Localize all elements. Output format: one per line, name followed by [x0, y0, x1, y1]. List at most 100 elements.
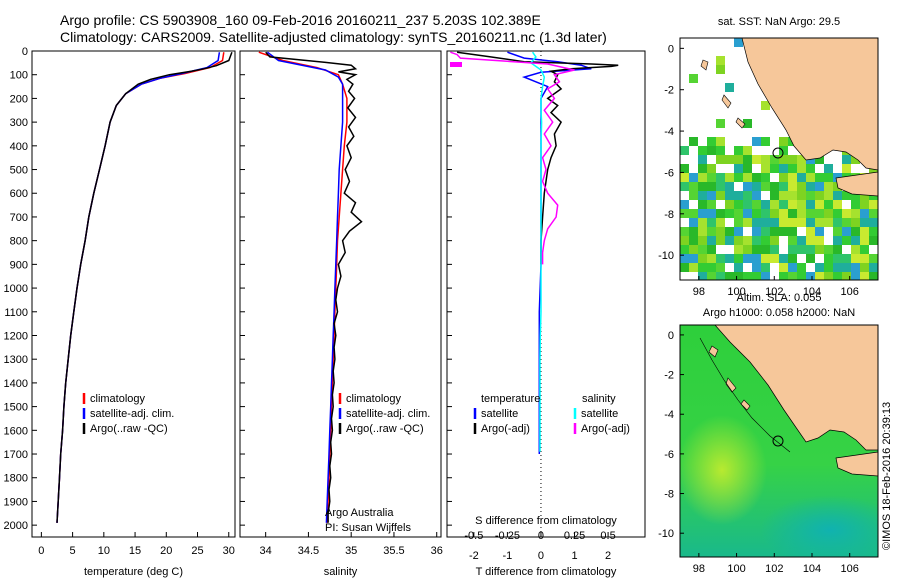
sst-map-axes: 98 100 102 104 106 0 -2 -4 -6 -8 -10	[658, 43, 859, 298]
diff-x-axis-label: T difference from climatology	[476, 566, 617, 578]
sst-cell	[698, 245, 707, 254]
sst-cell	[734, 245, 743, 254]
sst-cell	[707, 146, 716, 155]
sst-cell	[806, 182, 815, 191]
sst-cell	[716, 263, 725, 272]
sst-cell	[761, 173, 770, 182]
sst-cell	[734, 155, 743, 164]
sst-cell	[797, 173, 806, 182]
sst-cell	[788, 182, 797, 191]
sst-cell	[761, 227, 770, 236]
sst-cell	[779, 254, 788, 263]
sal-legend-satellite-label: satellite-adj. clim.	[346, 408, 430, 420]
sst-cell	[770, 236, 779, 245]
sst-cell	[869, 218, 878, 227]
sst-cell	[788, 209, 797, 218]
sst-cell	[698, 146, 707, 155]
sst-cell	[761, 101, 770, 110]
sst-cell	[734, 200, 743, 209]
sst-cell	[707, 236, 716, 245]
sst-cell	[797, 200, 806, 209]
sst-cell	[743, 200, 752, 209]
temp-legend-argo-label: Argo(..raw -QC)	[90, 423, 168, 435]
sst-cell	[806, 245, 815, 254]
sst-cell	[752, 182, 761, 191]
sst-cell	[815, 155, 824, 164]
diff-s-tick-label: 0.25	[564, 530, 585, 542]
sst-cell	[716, 272, 725, 280]
diff-top-axis-label: S difference from climatology	[475, 515, 617, 527]
sst-cell	[851, 200, 860, 209]
temp-y-tick-label: 300	[10, 117, 28, 129]
sst-map-title: sat. SST: NaN Argo: 29.5	[718, 16, 840, 28]
sst-cell	[698, 182, 707, 191]
sst-cell	[707, 245, 716, 254]
sla-cool-anomaly	[760, 495, 878, 557]
sst-cell	[698, 209, 707, 218]
sst-cell	[815, 173, 824, 182]
diff-t-tick-label: 1	[571, 550, 577, 562]
sst-cell	[707, 254, 716, 263]
sst-cell	[680, 254, 689, 263]
sst-cell	[851, 209, 860, 218]
sla-map-subtitle: Argo h1000: 0.058 h2000: NaN	[703, 307, 855, 319]
temp-plot-frame	[31, 50, 236, 538]
sst-cell	[698, 227, 707, 236]
sst-cell	[698, 254, 707, 263]
sst-cell	[788, 254, 797, 263]
sst-cell	[707, 263, 716, 272]
temp-y-tick-label: 500	[10, 165, 28, 177]
sst-cell	[761, 137, 770, 146]
sla-y-tick-label: -10	[658, 528, 674, 540]
sst-cell	[752, 227, 761, 236]
sal-x-tick-label: 34	[260, 545, 272, 557]
temp-x-tick-label: 30	[223, 545, 235, 557]
sst-cell	[860, 245, 869, 254]
temp-y-tick-label: 1500	[4, 402, 28, 414]
sst-cell	[788, 218, 797, 227]
sla-y-tick-label: -4	[664, 409, 674, 421]
sst-cell	[797, 191, 806, 200]
sst-cell	[716, 155, 725, 164]
sst-cell	[734, 173, 743, 182]
temp-x-tick-label: 25	[191, 545, 203, 557]
sst-cell	[725, 209, 734, 218]
sst-cell	[779, 155, 788, 164]
diff-t-tick-label: -1	[503, 550, 513, 562]
sst-cell	[743, 236, 752, 245]
sst-cell	[716, 56, 725, 65]
sst-cell	[815, 218, 824, 227]
sst-cell	[743, 254, 752, 263]
diff-legend-temperature-heading: temperature	[481, 393, 540, 405]
sal-argo-line	[265, 51, 363, 523]
sst-map: sat. SST: NaN Argo: 29.5 98 100 102 104 106 0…	[658, 16, 879, 298]
sst-cell	[779, 200, 788, 209]
sst-cell	[770, 218, 779, 227]
sst-cell	[689, 209, 698, 218]
sst-cell	[824, 173, 833, 182]
sst-cell	[761, 200, 770, 209]
sst-cell	[797, 155, 806, 164]
diff-s-tick-label: 0.5	[600, 530, 615, 542]
sst-cell	[698, 272, 707, 280]
sla-y-tick-label: -6	[664, 449, 674, 461]
sst-cell	[833, 218, 842, 227]
temp-argo-line	[56, 51, 233, 523]
sst-cell	[716, 119, 725, 128]
sst-cell	[860, 227, 869, 236]
temp-y-tick-label: 1200	[4, 330, 28, 342]
temp-x-tick-label: 15	[129, 545, 141, 557]
diff-sal-argo-line	[450, 51, 575, 265]
sst-cell	[779, 173, 788, 182]
sal-x-axis-label: salinity	[324, 566, 358, 578]
diff-temp-argo-line	[456, 51, 619, 265]
diff-legend-salinity-heading: salinity	[582, 393, 616, 405]
sst-y-tick-label: 0	[668, 43, 674, 55]
temp-x-tick-label: 0	[38, 545, 44, 557]
sst-cell	[797, 236, 806, 245]
sst-cell	[689, 254, 698, 263]
sst-cell	[716, 65, 725, 74]
sst-cell	[824, 209, 833, 218]
sst-cell	[743, 272, 752, 280]
sla-y-tick-label: -8	[664, 489, 674, 501]
